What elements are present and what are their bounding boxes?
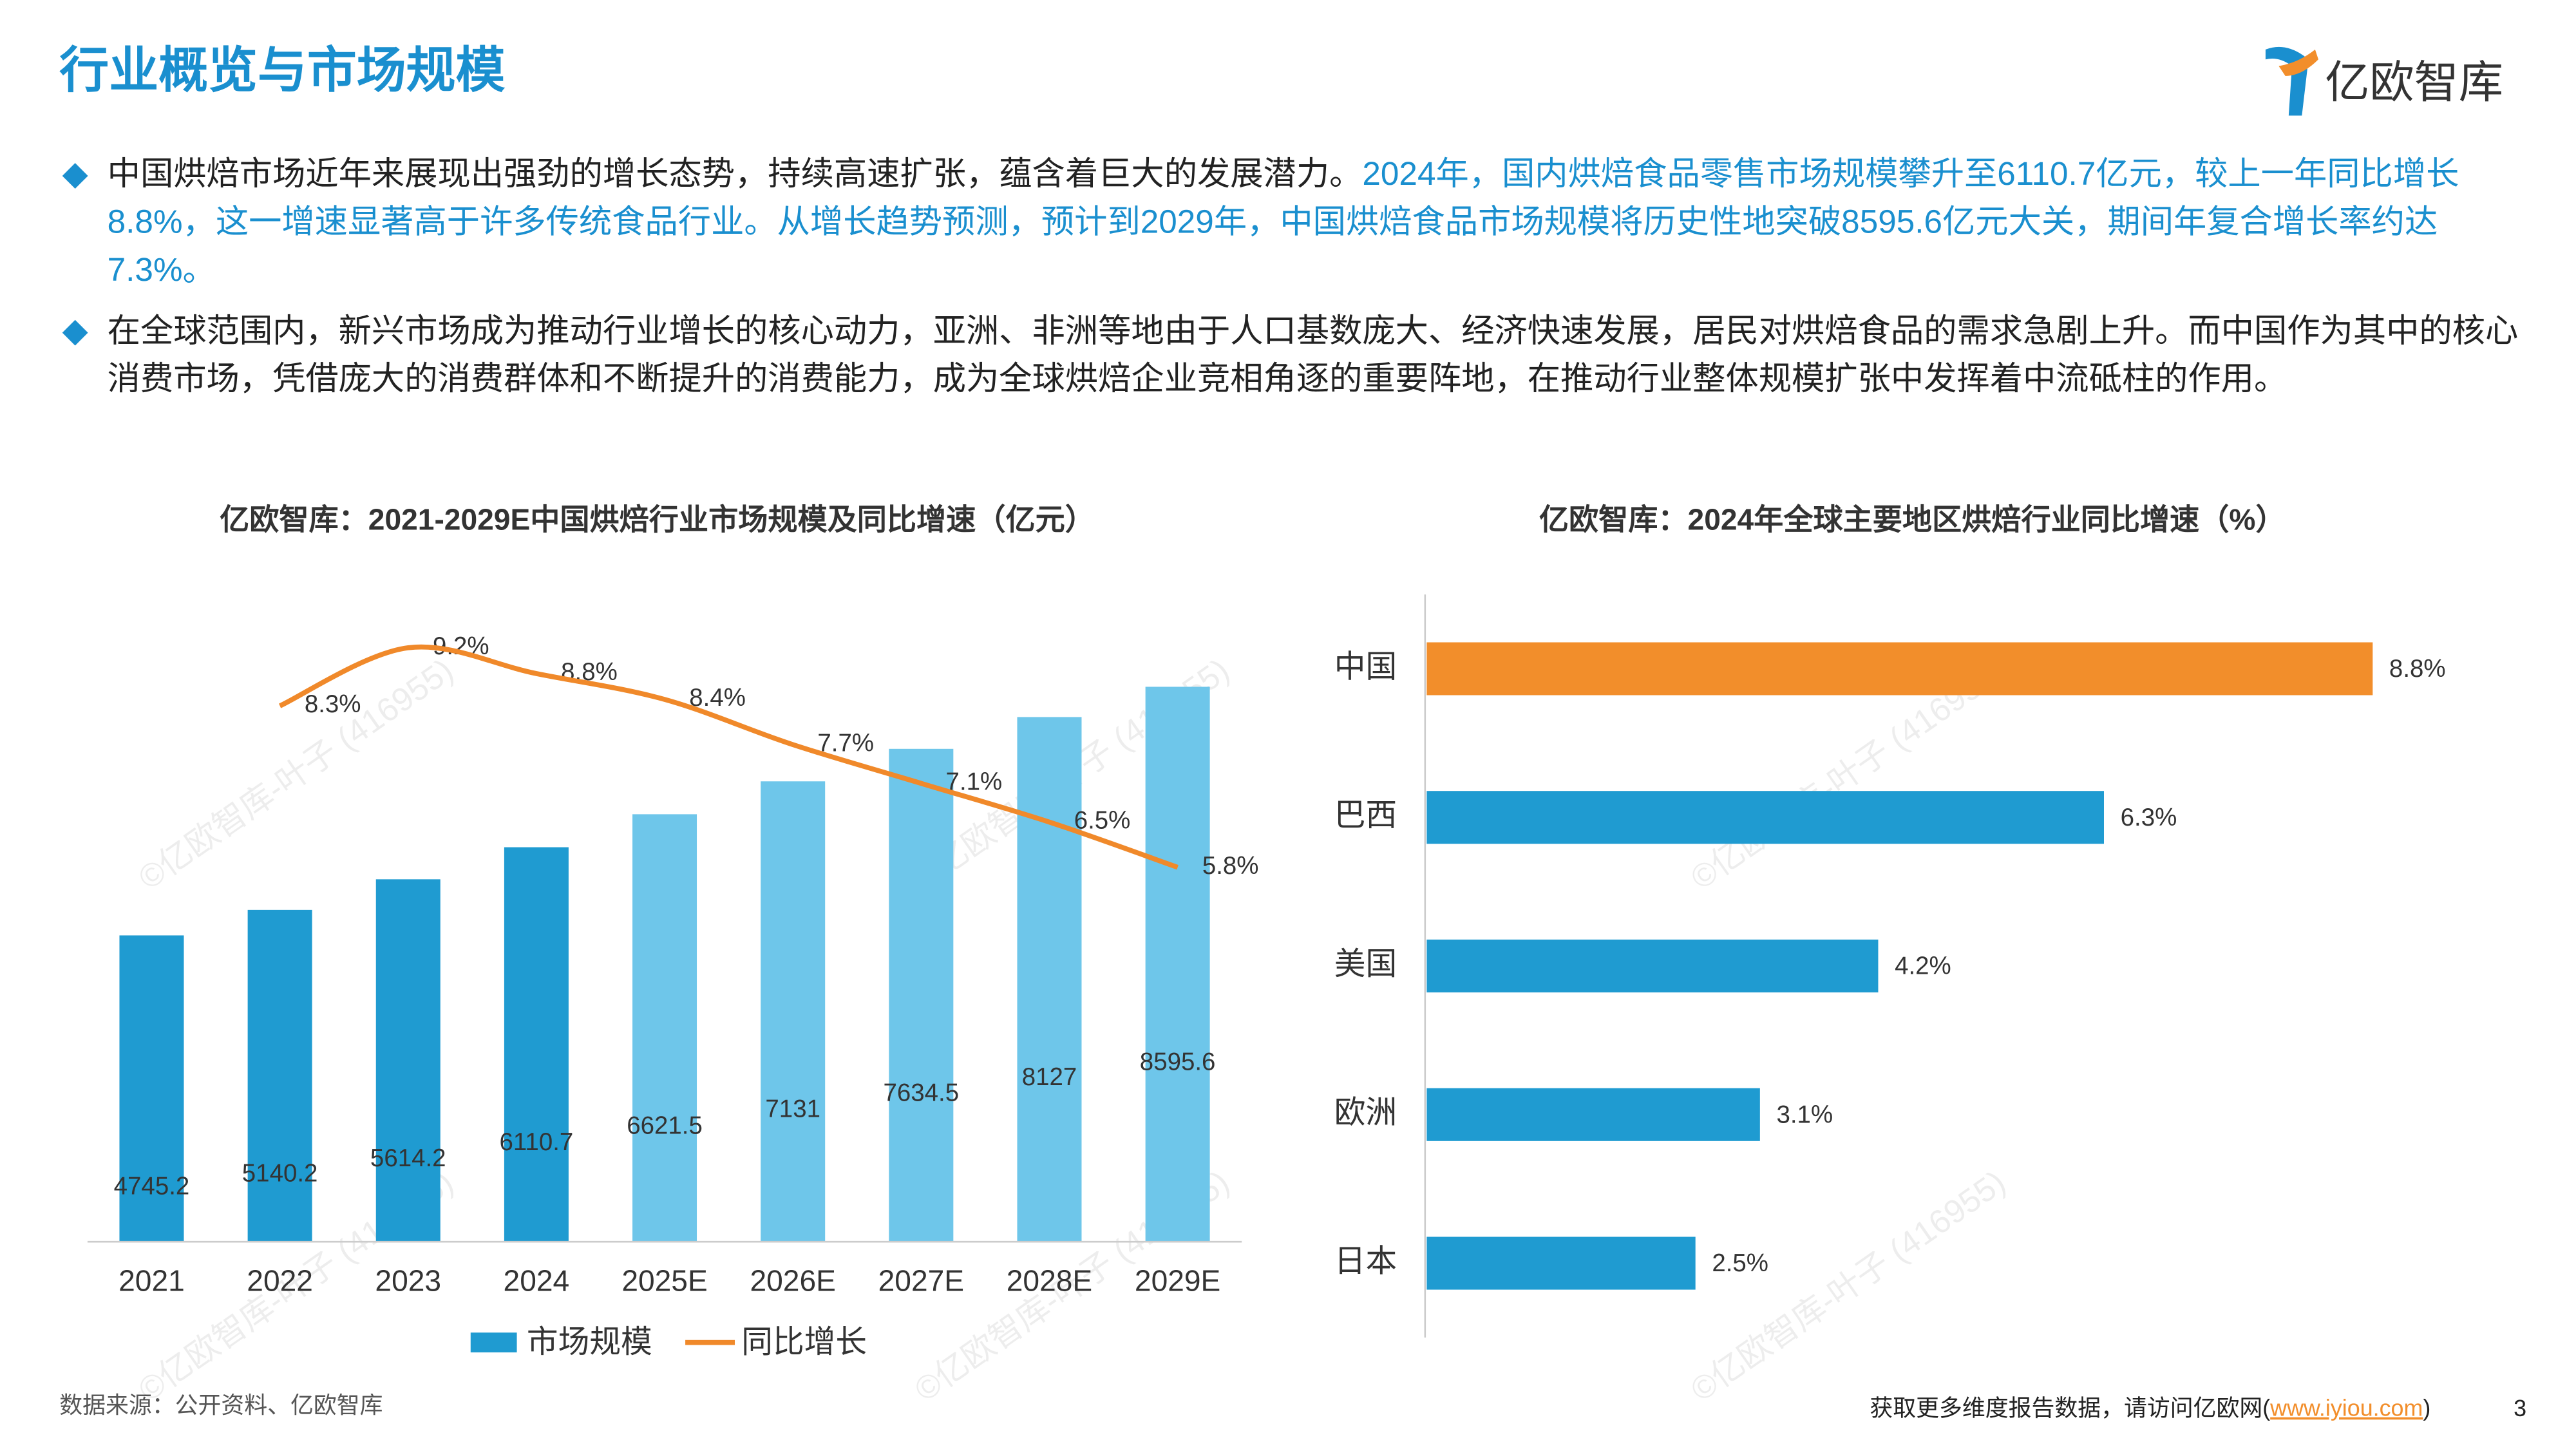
bar	[1017, 717, 1082, 1242]
watermark: ©亿欧智库-叶子 (416955)	[1684, 1164, 2012, 1408]
bar-value-label: 5614.2	[370, 1144, 446, 1172]
bullet-highlight: 2024年，国内烘焙食品零售市场规模攀升至6110.7亿元，较上一年同比增长8.…	[107, 156, 2459, 289]
page-number: 3	[2514, 1396, 2526, 1421]
source: 数据来源：公开资料、亿欧智库	[59, 1392, 383, 1418]
footer-link[interactable]: www.iyiou.com	[2269, 1396, 2423, 1421]
bar	[1426, 642, 2373, 696]
x-tick-label: 2029E	[1135, 1264, 1220, 1297]
bullet: 在全球范围内，新兴市场成为推动行业增长的核心动力，亚洲、非洲等地由于人口基数庞大…	[59, 308, 2536, 404]
bar-value-label: 4745.2	[114, 1172, 190, 1200]
bar-value-label: 6110.7	[500, 1128, 574, 1156]
y-tick-label: 欧洲	[1334, 1095, 1397, 1130]
bullet-text: 中国烘焙市场近年来展现出强劲的增长态势，持续高速扩张，蕴含着巨大的发展潜力。	[107, 156, 1363, 193]
bar	[1426, 791, 2104, 844]
bullets: 中国烘焙市场近年来展现出强劲的增长态势，持续高速扩张，蕴含着巨大的发展潜力。20…	[59, 152, 2536, 418]
bullet-text: 在全球范围内，新兴市场成为推动行业增长的核心动力，亚洲、非洲等地由于人口基数庞大…	[107, 314, 2519, 398]
x-tick-label: 2022	[247, 1264, 313, 1297]
x-tick-label: 2021	[118, 1264, 185, 1297]
y-tick-label: 日本	[1334, 1244, 1397, 1278]
chart-title: 亿欧智库：2024年全球主要地区烘焙行业同比增速（%）	[1539, 502, 2286, 536]
x-tick-label: 2026E	[750, 1264, 835, 1297]
bar-value-label: 5140.2	[242, 1160, 318, 1188]
footer-note: 获取更多维度报告数据，请访问亿欧网(www.iyiou.com)	[1870, 1396, 2430, 1421]
watermark: ©亿欧智库-叶子 (416955)	[132, 652, 460, 896]
page-title: 行业概览与市场规模	[59, 43, 505, 99]
bar	[761, 781, 826, 1242]
logo-text: 亿欧智库	[2325, 57, 2503, 108]
bar	[1426, 939, 1879, 993]
footer-close: )	[2423, 1396, 2430, 1421]
bar-value-label: 8127	[1022, 1063, 1077, 1091]
x-tick-label: 2025E	[621, 1264, 707, 1297]
y-tick-label: 美国	[1334, 947, 1397, 981]
y-tick-label: 中国	[1334, 649, 1397, 684]
bar-value-label: 6.3%	[2121, 804, 2177, 831]
line-value-label: 8.3%	[305, 690, 361, 718]
bar	[247, 909, 312, 1242]
bar	[632, 814, 697, 1242]
y-tick-label: 巴西	[1334, 798, 1397, 833]
legend-label: 同比增长	[741, 1325, 867, 1359]
bar-value-label: 4.2%	[1895, 952, 1951, 980]
x-tick-label: 2024	[504, 1264, 570, 1297]
bar-value-label: 7634.5	[884, 1079, 960, 1107]
bar-value-label: 3.1%	[1776, 1101, 1833, 1128]
x-tick-label: 2027E	[878, 1264, 964, 1297]
bullet: 中国烘焙市场近年来展现出强劲的增长态势，持续高速扩张，蕴含着巨大的发展潜力。20…	[59, 152, 2536, 296]
legend-swatch	[470, 1332, 517, 1352]
line-value-label: 5.8%	[1202, 852, 1259, 880]
logo-icon-accent	[2278, 49, 2318, 76]
x-tick-label: 2023	[375, 1264, 441, 1297]
bar-value-label: 8.8%	[2389, 655, 2446, 683]
bar-value-label: 8595.6	[1140, 1048, 1216, 1075]
line-value-label: 6.5%	[1074, 807, 1131, 835]
bar-value-label: 6621.5	[627, 1112, 703, 1139]
chart-title: 亿欧智库：2021-2029E中国烘焙行业市场规模及同比增速（亿元）	[220, 502, 1095, 536]
bar	[1145, 687, 1210, 1242]
bar	[119, 935, 184, 1242]
bar	[375, 879, 440, 1242]
legend-label: 市场规模	[527, 1325, 652, 1359]
footer-note-text: 获取更多维度报告数据，请访问亿欧网(	[1870, 1396, 2270, 1421]
bar	[504, 847, 569, 1242]
line-value-label: 8.4%	[689, 684, 746, 712]
line-value-label: 7.7%	[817, 729, 874, 757]
line	[279, 644, 1179, 870]
bar	[889, 748, 954, 1242]
x-tick-label: 2028E	[1007, 1264, 1092, 1297]
bar	[1426, 1236, 1696, 1290]
bar-value-label: 2.5%	[1712, 1249, 1768, 1277]
logo-icon	[2265, 46, 2309, 116]
bar-value-label: 7131	[765, 1095, 820, 1123]
bar	[1426, 1088, 1760, 1141]
